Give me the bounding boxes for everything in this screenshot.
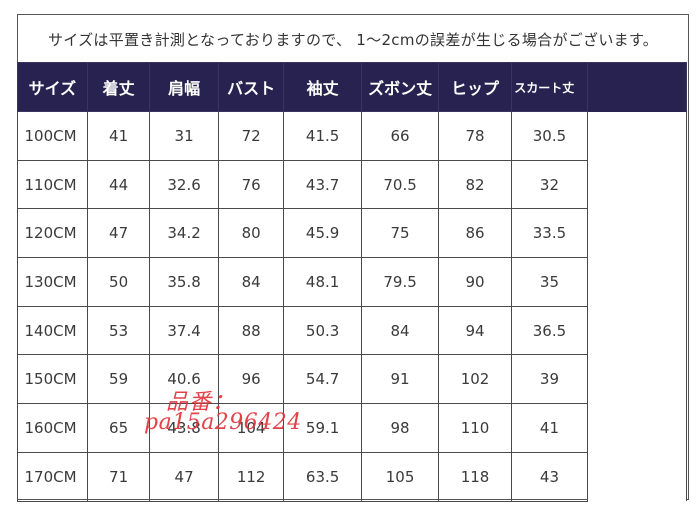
size-table: サイズ 着丈 肩幅 バスト 袖丈 ズボン丈 ヒップ スカート丈 100CM 41… (16, 62, 687, 502)
table-row: 170CM 71 47 112 63.5 105 118 43 (16, 451, 687, 502)
cell-pants-length: 84 (361, 305, 439, 356)
cell-pants-length: 75 (361, 208, 439, 259)
cell-shoulder: 34.2 (148, 208, 220, 259)
cell-empty (586, 354, 687, 404)
cell-skirt-length: 30.5 (511, 111, 588, 161)
cell-skirt-length: 35 (511, 257, 588, 307)
table-row: 110CM 44 32.6 76 43.7 70.5 82 32 (16, 159, 687, 210)
measurement-note: サイズは平置き計測となっておりますので、 1～2cmの誤差が生じる場合がございま… (47, 30, 659, 49)
cell-sleeve: 48.1 (282, 257, 363, 307)
cell-length: 47 (87, 208, 150, 259)
cell-size: 140CM (16, 305, 89, 356)
header-shoulder: 肩幅 (148, 62, 220, 112)
cell-length: 71 (87, 451, 150, 502)
cell-bust: 112 (218, 451, 284, 502)
cell-empty (586, 306, 687, 355)
cell-sleeve: 41.5 (282, 111, 363, 161)
cell-hip: 90 (437, 257, 513, 307)
cell-size: 100CM (16, 111, 89, 161)
cell-pants-length: 91 (361, 354, 439, 405)
cell-empty (586, 160, 687, 209)
cell-hip: 118 (437, 451, 513, 502)
cell-length: 44 (87, 159, 150, 210)
cell-hip: 94 (437, 305, 513, 356)
cell-shoulder: 35.8 (148, 257, 220, 307)
cell-length: 50 (87, 257, 150, 307)
cell-hip: 86 (437, 208, 513, 259)
table-row: 130CM 50 35.8 84 48.1 79.5 90 35 (16, 257, 687, 307)
cell-length: 65 (87, 403, 150, 453)
cell-length: 41 (87, 111, 150, 161)
cell-pants-length: 79.5 (361, 257, 439, 307)
cell-sleeve: 50.3 (282, 305, 363, 356)
cell-skirt-length: 43 (511, 451, 588, 502)
cell-size: 170CM (16, 451, 89, 502)
header-length: 着丈 (87, 62, 150, 112)
cell-size: 160CM (16, 403, 89, 453)
cell-empty (586, 111, 687, 161)
cell-hip: 110 (437, 403, 513, 453)
cell-sleeve: 45.9 (282, 208, 363, 259)
cell-skirt-length: 39 (511, 354, 588, 405)
cell-sleeve: 63.5 (282, 451, 363, 502)
cell-bust: 88 (218, 305, 284, 356)
table-row: 160CM 65 43.8 104 59.1 98 110 41 (16, 403, 687, 453)
size-chart: サイズは平置き計測となっておりますので、 1～2cmの誤差が生じる場合がございま… (16, 14, 689, 502)
cell-hip: 102 (437, 354, 513, 405)
table-header-row: サイズ 着丈 肩幅 バスト 袖丈 ズボン丈 ヒップ スカート丈 (16, 62, 687, 112)
cell-size: 150CM (16, 354, 89, 405)
cell-size: 110CM (16, 159, 89, 210)
cell-skirt-length: 36.5 (511, 305, 588, 356)
cell-empty (586, 208, 687, 258)
cell-length: 53 (87, 305, 150, 356)
cell-pants-length: 70.5 (361, 159, 439, 210)
cell-empty (586, 257, 687, 307)
cell-empty (586, 403, 687, 453)
header-skirt-length: スカート丈 (511, 62, 588, 112)
header-hip: ヒップ (437, 62, 513, 112)
cell-length: 59 (87, 354, 150, 405)
cell-pants-length: 98 (361, 403, 439, 453)
cell-sleeve: 59.1 (282, 403, 363, 453)
cell-sleeve: 54.7 (282, 354, 363, 405)
cell-skirt-length: 33.5 (511, 208, 588, 259)
cell-shoulder: 47 (148, 451, 220, 502)
cell-sleeve: 43.7 (282, 159, 363, 210)
cell-hip: 82 (437, 159, 513, 210)
header-size: サイズ (16, 62, 89, 112)
table-row: 140CM 53 37.4 88 50.3 84 94 36.5 (16, 305, 687, 356)
cell-size: 120CM (16, 208, 89, 259)
cell-shoulder: 32.6 (148, 159, 220, 210)
header-pants-length: ズボン丈 (361, 62, 439, 112)
table-row: 150CM 59 40.6 96 54.7 91 102 39 (16, 354, 687, 405)
cell-hip: 78 (437, 111, 513, 161)
cell-bust: 80 (218, 208, 284, 259)
cell-shoulder: 37.4 (148, 305, 220, 356)
cell-shoulder: 43.8 (148, 403, 220, 453)
cell-size: 130CM (16, 257, 89, 307)
header-sleeve: 袖丈 (282, 62, 363, 112)
cell-bust: 96 (218, 354, 284, 405)
header-empty (586, 62, 687, 112)
cell-empty (586, 452, 687, 501)
table-row: 120CM 47 34.2 80 45.9 75 86 33.5 (16, 208, 687, 259)
cell-skirt-length: 41 (511, 403, 588, 453)
cell-bust: 104 (218, 403, 284, 453)
header-bust: バスト (218, 62, 284, 112)
cell-bust: 84 (218, 257, 284, 307)
cell-skirt-length: 32 (511, 159, 588, 210)
cell-shoulder: 31 (148, 111, 220, 161)
cell-bust: 76 (218, 159, 284, 210)
cell-pants-length: 105 (361, 451, 439, 502)
cell-bust: 72 (218, 111, 284, 161)
cell-pants-length: 66 (361, 111, 439, 161)
table-row: 100CM 41 31 72 41.5 66 78 30.5 (16, 111, 687, 161)
cell-shoulder: 40.6 (148, 354, 220, 405)
